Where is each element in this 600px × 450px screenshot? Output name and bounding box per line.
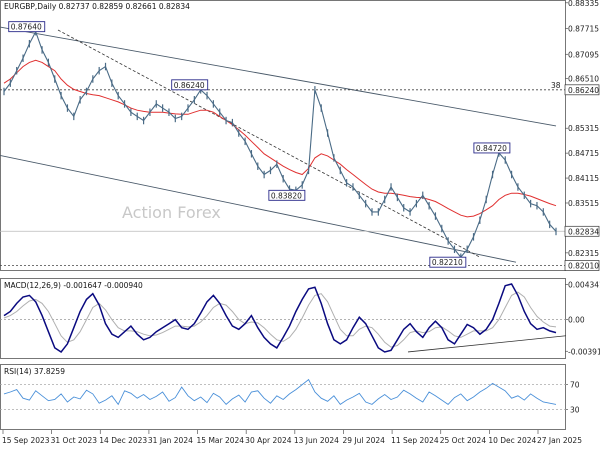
price-tick-label: 0.82834 bbox=[568, 227, 599, 236]
annotation-box bbox=[268, 189, 306, 201]
rsi-path bbox=[3, 378, 557, 406]
price-level-box bbox=[564, 260, 600, 271]
x-tick-label: 31 Oct 2023 bbox=[51, 436, 98, 445]
price-annotations: 0.87640 0.86240 0.83820 0.84720 0.82210 bbox=[8, 21, 511, 268]
annotation-label: 0.82210 bbox=[432, 258, 463, 267]
annotation-box bbox=[8, 21, 46, 33]
price-tick-label: 0.87715 bbox=[568, 25, 599, 34]
x-tick-label: 15 Mar 2024 bbox=[197, 436, 245, 445]
chart-header: EURGBP,Daily 0.82737 0.82859 0.82661 0.8… bbox=[4, 2, 190, 11]
x-axis: 15 Sep 2023 31 Oct 2023 14 Dec 2023 31 Jan … bbox=[2, 430, 582, 445]
price-tick-label: 0.88335 bbox=[568, 0, 599, 8]
channel-lower-line bbox=[0, 154, 517, 263]
rsi-tick-label: 70 bbox=[570, 381, 580, 390]
price-level-box bbox=[564, 84, 600, 96]
macd-title: MACD(12,26,9) -0.001647 -0.000940 bbox=[4, 281, 143, 290]
x-tick-label: 13 Jun 2024 bbox=[294, 436, 339, 445]
x-tick-label: 15 Sep 2023 bbox=[2, 436, 50, 445]
price-path bbox=[3, 30, 557, 259]
x-tick-label: 10 Dec 2024 bbox=[488, 436, 536, 445]
macd-tick-label: -0.003916 bbox=[568, 347, 600, 356]
rsi-tick-label: 30 bbox=[570, 405, 580, 414]
price-tick-label: 0.83515 bbox=[568, 199, 599, 208]
macd-signal-path bbox=[3, 291, 557, 348]
macd-y-axis: 0.004341 0.00 -0.003916 bbox=[565, 281, 600, 356]
x-tick-label: 25 Oct 2024 bbox=[440, 436, 487, 445]
annotation-label: 0.84720 bbox=[476, 144, 507, 153]
price-y-axis: 0.88335 0.87715 0.87095 0.86510 0.86240 0.853… bbox=[551, 0, 600, 271]
price-tick-label: 0.84715 bbox=[568, 149, 599, 158]
ma-path bbox=[3, 59, 557, 218]
price-tick-label: 0.86510 bbox=[568, 75, 599, 84]
annotation-label: 0.83820 bbox=[271, 191, 302, 200]
x-tick-label: 30 Apr 2024 bbox=[245, 436, 292, 445]
rsi-title: RSI(14) 37.8259 bbox=[4, 367, 65, 376]
price-tick-label: 0.85315 bbox=[568, 124, 599, 133]
price-panel bbox=[0, 0, 566, 271]
price-tick-label: 0.87095 bbox=[568, 50, 599, 59]
x-tick-label: 27 Jan 2025 bbox=[537, 436, 582, 445]
price-tick-label: 0.86240 bbox=[568, 86, 599, 95]
price-tick-label: 0.82010 bbox=[568, 262, 599, 271]
price-tick-label: 0.84115 bbox=[568, 174, 599, 183]
x-tick-label: 11 Sep 2024 bbox=[391, 436, 439, 445]
macd-trendline bbox=[407, 335, 567, 353]
rsi-y-axis: 70 30 bbox=[565, 381, 580, 414]
moving-average-line bbox=[3, 59, 557, 218]
annotation-label: 0.86240 bbox=[174, 81, 205, 90]
rsi-panel bbox=[0, 364, 566, 430]
annotation-box bbox=[473, 142, 511, 154]
macd-lines bbox=[3, 283, 557, 354]
macd-tick-label: 0.004341 bbox=[568, 281, 600, 290]
macd-panel bbox=[0, 278, 566, 359]
annotation-box bbox=[429, 256, 467, 268]
level-marker: 38 bbox=[551, 81, 561, 90]
x-tick-label: 14 Dec 2023 bbox=[99, 436, 147, 445]
annotation-box bbox=[171, 79, 209, 91]
macd-tick-label: 0.00 bbox=[568, 316, 585, 325]
price-level-box bbox=[564, 225, 600, 237]
annotation-label: 0.87640 bbox=[11, 23, 42, 32]
x-tick-label: 29 Jul 2024 bbox=[342, 436, 385, 445]
rsi-line bbox=[3, 378, 557, 406]
macd-path bbox=[3, 283, 557, 354]
watermark: Action Forex bbox=[122, 203, 221, 222]
x-tick-label: 31 Jan 2024 bbox=[148, 436, 193, 445]
channel-upper-line bbox=[0, 26, 557, 127]
price-tick-label: 0.82315 bbox=[568, 249, 599, 258]
